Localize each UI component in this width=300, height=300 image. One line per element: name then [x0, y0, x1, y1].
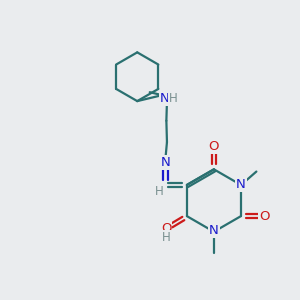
Text: O: O — [209, 140, 219, 153]
Text: H: H — [169, 92, 178, 105]
Text: H: H — [154, 185, 163, 198]
Text: H: H — [162, 231, 170, 244]
Text: N: N — [209, 224, 219, 237]
Text: O: O — [161, 221, 171, 235]
Text: N: N — [236, 178, 246, 191]
Text: N: N — [160, 156, 170, 169]
Text: N: N — [160, 92, 170, 105]
Text: O: O — [260, 210, 270, 223]
